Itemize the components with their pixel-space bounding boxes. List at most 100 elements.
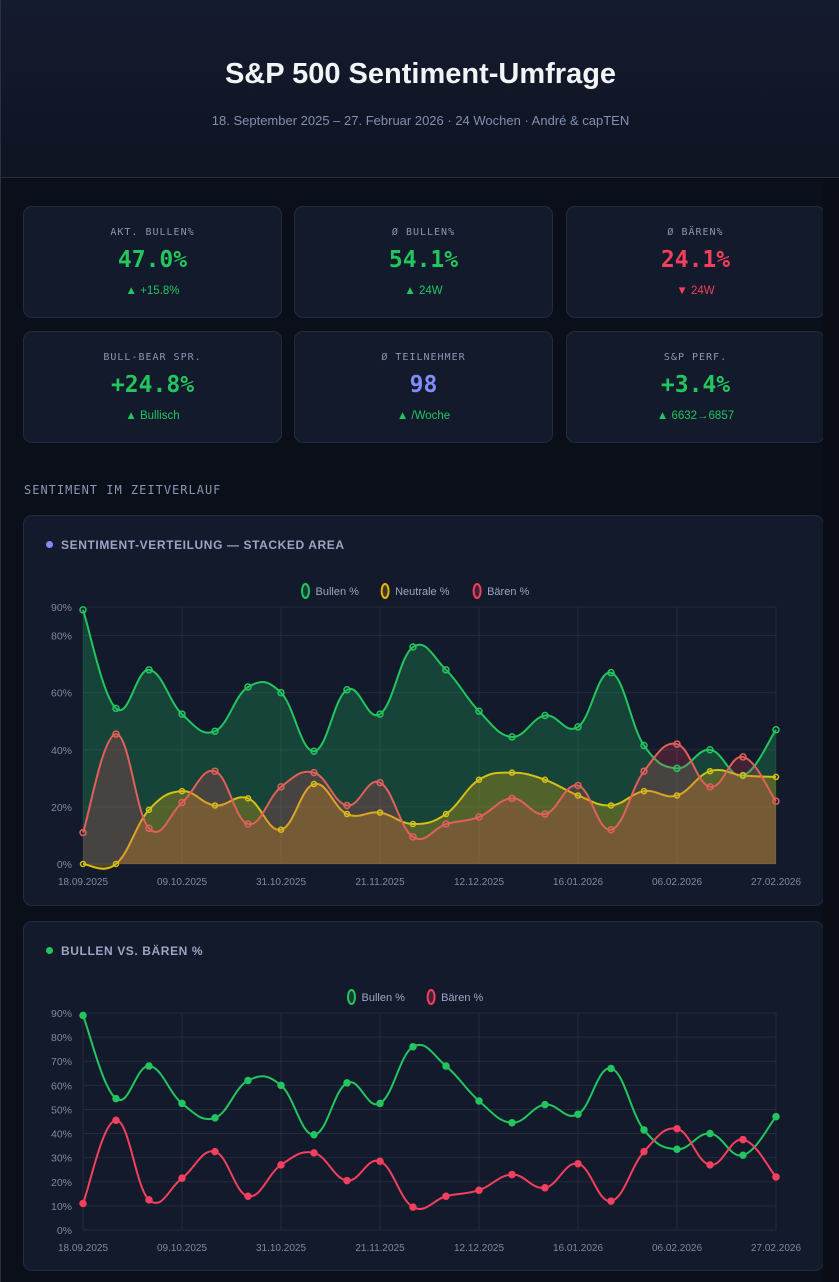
area-neutral xyxy=(83,769,776,869)
data-point-neutral xyxy=(574,792,582,799)
data-point-bull xyxy=(475,707,483,715)
x-tick-label: 31.10.2025 xyxy=(256,1243,306,1254)
data-point-bear xyxy=(442,1192,450,1200)
data-point-bull xyxy=(376,710,384,718)
data-point-bull xyxy=(772,726,780,734)
y-tick-label: 0% xyxy=(57,859,72,871)
chart-title: BULLEN VS. BÄREN % xyxy=(46,944,203,958)
data-point-bull xyxy=(277,1081,285,1090)
kpi-change: ▲ +15.8% xyxy=(125,285,180,297)
data-point-bear xyxy=(211,1147,219,1156)
y-tick-label: 20% xyxy=(51,1177,72,1189)
y-tick-label: 90% xyxy=(51,602,72,614)
data-point-bull xyxy=(145,666,153,674)
data-point-bear xyxy=(310,768,318,777)
x-tick-label: 31.10.2025 xyxy=(256,877,306,888)
page-title: S&P 500 Sentiment-Umfrage xyxy=(224,58,617,90)
kpi-label: BULL-BEAR SPR. xyxy=(103,352,202,363)
data-point-bull xyxy=(706,746,714,754)
data-point-bear xyxy=(376,1157,384,1166)
y-tick-label: 60% xyxy=(51,1080,72,1092)
x-tick-label: 27.02.2026 xyxy=(751,1243,801,1254)
line-bear xyxy=(82,1119,777,1210)
data-point-bull xyxy=(772,1112,780,1121)
data-point-bull xyxy=(475,1097,483,1105)
data-point-bear xyxy=(343,801,351,810)
stacked-area-chart: 0% 20% 40% 60% 80% 90% 18.09.2025 09.10.2025 31.… xyxy=(51,583,801,888)
data-point-bull xyxy=(409,643,417,651)
data-point-bear xyxy=(277,783,285,791)
kpi-value: 24.1% xyxy=(660,247,731,273)
data-point-bear xyxy=(244,1192,252,1200)
data-point-bull xyxy=(607,668,615,677)
kpi-card: Ø BULLEN% 54.1% ▲ 24W xyxy=(294,206,553,318)
y-tick-label: 40% xyxy=(51,745,72,757)
indicator-dot-icon xyxy=(46,541,53,548)
x-tick-label: 12.12.2025 xyxy=(454,1243,504,1254)
data-point-bull xyxy=(79,1011,87,1020)
kpi-label: Ø BÄREN% xyxy=(667,227,724,238)
data-point-bull xyxy=(739,1151,747,1160)
data-point-bull xyxy=(607,1064,615,1073)
data-point-bull xyxy=(442,1062,450,1070)
data-point-bear xyxy=(607,1197,615,1205)
kpi-change: ▲ Bullisch xyxy=(125,410,180,422)
data-point-bear xyxy=(277,1161,285,1169)
data-point-bull xyxy=(145,1062,153,1070)
data-point-neutral xyxy=(277,826,285,833)
data-point-bull xyxy=(178,1099,186,1108)
kpi-value: 98 xyxy=(409,372,438,398)
data-point-bear xyxy=(574,781,582,790)
data-point-bull xyxy=(211,1114,219,1122)
kpi-value: +3.4% xyxy=(660,372,731,398)
kpi-label: Ø BULLEN% xyxy=(391,227,456,238)
data-point-neutral xyxy=(673,792,681,799)
data-point-bear xyxy=(508,1170,516,1179)
data-point-bear xyxy=(310,1149,318,1157)
data-point-bear xyxy=(673,1124,681,1133)
y-tick-label: 60% xyxy=(51,688,72,700)
data-point-bear xyxy=(79,1199,87,1208)
data-point-bear xyxy=(706,783,714,791)
data-point-neutral xyxy=(739,772,747,779)
kpi-card: BULL-BEAR SPR. +24.8% ▲ Bullisch xyxy=(23,331,282,443)
legend-label: Bullen % xyxy=(362,992,406,1004)
chart-title: SENTIMENT-VERTEILUNG — STACKED AREA xyxy=(46,538,345,552)
kpi-label: Ø TEILNEHMER xyxy=(381,352,466,363)
kpi-change: ▼ 24W xyxy=(676,285,715,297)
data-point-bull xyxy=(277,688,285,697)
x-tick-label: 16.01.2026 xyxy=(553,877,603,888)
data-point-bull xyxy=(376,1099,384,1108)
stacked-area-chart-card: SENTIMENT-VERTEILUNG — STACKED AREA 0% 20… xyxy=(23,515,824,906)
bull-vs-bear-chart-card: BULLEN VS. BÄREN % 0% 10% 20% 30% 40% 50% 60% 7… xyxy=(23,921,824,1271)
scrollbar[interactable] xyxy=(823,178,839,1282)
legend-neutral-icon xyxy=(380,583,390,599)
kpi-change: ▲ 24W xyxy=(404,285,443,297)
kpi-value: +24.8% xyxy=(110,372,195,398)
data-point-bull xyxy=(508,733,516,741)
kpi-label: S&P PERF. xyxy=(663,352,728,363)
data-point-bear xyxy=(376,778,384,787)
data-point-neutral xyxy=(343,810,351,818)
kpi-card: Ø BÄREN% 24.1% ▼ 24W xyxy=(566,206,825,318)
x-tick-label: 21.11.2025 xyxy=(355,877,405,888)
y-tick-label: 40% xyxy=(51,1129,72,1141)
data-point-bull xyxy=(706,1129,714,1138)
data-point-bull xyxy=(343,686,351,694)
data-point-bear xyxy=(112,1116,120,1125)
data-point-neutral xyxy=(640,787,648,795)
data-point-neutral xyxy=(607,802,615,809)
data-point-bull xyxy=(541,1100,549,1109)
legend-label: Bären % xyxy=(441,992,483,1004)
data-point-bear xyxy=(541,1184,549,1192)
y-tick-label: 20% xyxy=(51,802,72,814)
line-bull xyxy=(82,1015,777,1157)
data-point-bull xyxy=(112,1094,120,1103)
data-point-bull xyxy=(574,1110,582,1119)
y-tick-label: 30% xyxy=(51,1153,72,1165)
data-point-bear xyxy=(178,798,186,807)
x-tick-label: 09.10.2025 xyxy=(157,877,207,888)
legend-bear-icon xyxy=(472,583,482,599)
y-tick-label: 80% xyxy=(51,1032,72,1044)
data-point-bull xyxy=(178,710,186,718)
